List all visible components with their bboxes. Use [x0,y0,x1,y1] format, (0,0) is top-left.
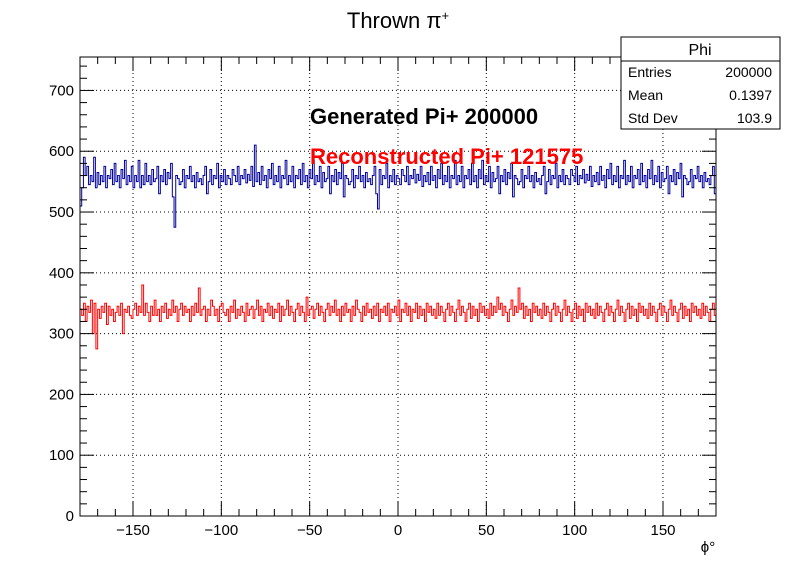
histogram-series-0 [80,144,716,228]
x-tick-label: 0 [394,522,402,539]
stats-box-title: Phi [688,42,711,59]
x-tick-label: 100 [562,522,587,539]
y-tick-label: 100 [49,447,74,464]
y-tick-label: 0 [66,508,74,525]
x-tick-label: −100 [204,522,238,539]
stats-label-entries: Entries [628,64,672,80]
y-tick-label: 300 [49,326,74,343]
stats-value-stddev: 103.9 [737,110,772,126]
chart-title-sup: + [442,8,450,23]
x-axis-label: ϕ° [701,539,715,556]
x-tick-label: 150 [650,522,675,539]
y-tick-label: 200 [49,386,74,403]
ticks: −150 −100 −50 0 50 100 150 0 100 200 300 400 500 600 7… [49,57,717,539]
stats-box: Phi Entries 200000 Mean 0.1397 Std Dev 1… [620,36,781,130]
y-tick-label: 400 [49,265,74,282]
y-tick-label: 500 [49,204,74,221]
chart-title: Thrown π+ [347,8,449,33]
x-tick-label: 50 [478,522,495,539]
stats-label-stddev: Std Dev [628,110,678,126]
annotation-reconstructed: Reconstructed Pi+ 121575 [310,144,583,169]
grid [80,57,716,516]
histogram-series-1 [80,284,716,350]
y-tick-label: 700 [49,82,74,99]
histogram-series [80,144,716,350]
y-tick-label: 600 [49,143,74,160]
chart-title-main: Thrown π [347,8,442,33]
stats-value-mean: 0.1397 [729,87,772,103]
x-tick-label: −50 [297,522,322,539]
annotation-generated: Generated Pi+ 200000 [310,104,538,129]
stats-value-entries: 200000 [725,64,772,80]
stats-box-frame [620,36,781,130]
stats-label-mean: Mean [628,87,663,103]
x-tick-label: −150 [116,522,150,539]
